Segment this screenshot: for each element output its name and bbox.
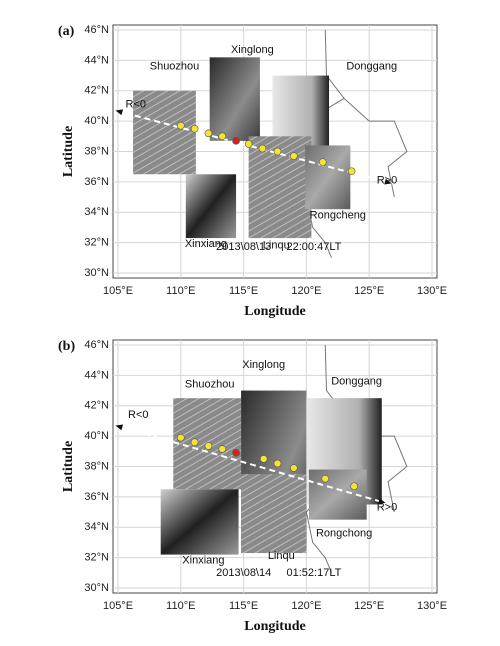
observation-point [259,455,268,463]
station-label: Linqu [263,240,290,252]
x-tick-label: 130°E [417,600,447,612]
y-tick-label: 30°N [84,267,109,279]
y-tick-label: 32°N [84,237,109,249]
station-label: Donggang [346,60,397,72]
y-tick-label: 38°N [84,460,109,472]
observation-point [273,459,282,468]
station-label: Linqu [268,550,295,562]
observation-point [204,442,213,450]
observation-point [244,140,253,148]
direction-label: R<0 [128,409,149,421]
x-tick-label: 120°E [291,600,321,612]
arrow-head [377,498,386,504]
observation-point [177,121,185,130]
y-tick-label: 34°N [84,206,109,218]
y-tick-label: 36°N [84,176,109,188]
y-tick-label: 36°N [84,491,109,503]
panel-label: (a) [58,24,75,39]
observation-point [218,445,227,453]
station-label: Shuozhou [185,379,235,391]
y-tick-label: 44°N [84,54,109,66]
y-tick-label: 32°N [84,552,109,564]
map-panel: 105°E 110°E 115°E 120°E 125°E 130°E 30°N 32°N 34… [58,24,447,319]
direction-label: R>0 [377,174,398,186]
station-label: Xinxiang [185,238,227,250]
x-tick-label: 125°E [354,600,384,612]
observation-point [190,438,199,447]
timestamp: 2013\08\13 22:00:47LT [216,241,341,253]
profile-line [115,109,393,185]
map-panel: 105°E 110°E 115°E 120°E 125°E 130°E 30°N 32°N 34… [58,339,447,634]
profile-line [115,424,386,504]
x-tick-label: 115°E [229,600,258,612]
airglow-image [185,174,237,239]
panel-label: (b) [58,339,75,354]
x-tick-label: 105°E [103,285,133,297]
observation-point [232,137,240,145]
observation-point [273,147,282,156]
x-tick-label: 115°E [229,285,258,297]
observation-point [177,433,185,442]
y-tick-label: 30°N [84,582,109,594]
station-label: Xinglong [231,44,274,56]
airglow-image [160,489,239,555]
airglow-image [133,90,196,175]
timestamp: 2013\08\14 01:52:17LT [216,567,341,579]
station-label: Xinxiang [182,555,224,567]
x-tick-label: 105°E [103,600,133,612]
y-tick-label: 40°N [84,430,109,442]
observation-point [318,158,327,166]
station-label: Donggang [331,375,382,387]
observation-point [347,167,356,176]
arrow-head [384,178,392,185]
observation-point [321,474,330,483]
y-tick-label: 46°N [84,24,109,36]
airglow-image [241,474,307,554]
x-axis-label: Longitude [244,619,305,634]
direction-label: R>0 [377,502,398,514]
observation-point [204,129,213,138]
x-tick-label: 130°E [417,285,447,297]
x-tick-label: 125°E [354,285,384,297]
x-axis-label: Longitude [244,304,305,319]
x-tick-label: 120°E [291,285,321,297]
airglow-image [209,57,260,141]
observation-point [290,464,298,472]
observation-point [290,152,298,160]
x-tick-label: 110°E [166,600,195,612]
y-tick-label: 46°N [84,339,109,351]
observation-point [350,482,358,491]
coastline [343,97,408,198]
airglow-image [305,145,351,210]
y-tick-label: 42°N [84,400,109,412]
station-label: Rongcheng [310,209,366,221]
arrow-head [115,424,124,431]
y-axis-label: Latitude [61,126,76,177]
y-tick-label: 38°N [84,145,109,157]
y-tick-label: 34°N [84,521,109,533]
observation-point [218,132,227,141]
y-tick-label: 40°N [84,115,109,127]
y-tick-label: 42°N [84,85,109,97]
station-label: Rongchong [316,527,372,539]
x-tick-label: 110°E [166,285,195,297]
observation-point [258,144,267,153]
station-label: Xinglong [242,359,285,371]
arrow-head [115,109,124,116]
station-label: Shuozhou [150,60,200,72]
observation-point [190,124,199,133]
direction-label: R<0 [126,98,147,110]
y-tick-label: 44°N [84,369,109,381]
y-axis-label: Latitude [61,441,76,492]
observation-point [232,449,240,457]
